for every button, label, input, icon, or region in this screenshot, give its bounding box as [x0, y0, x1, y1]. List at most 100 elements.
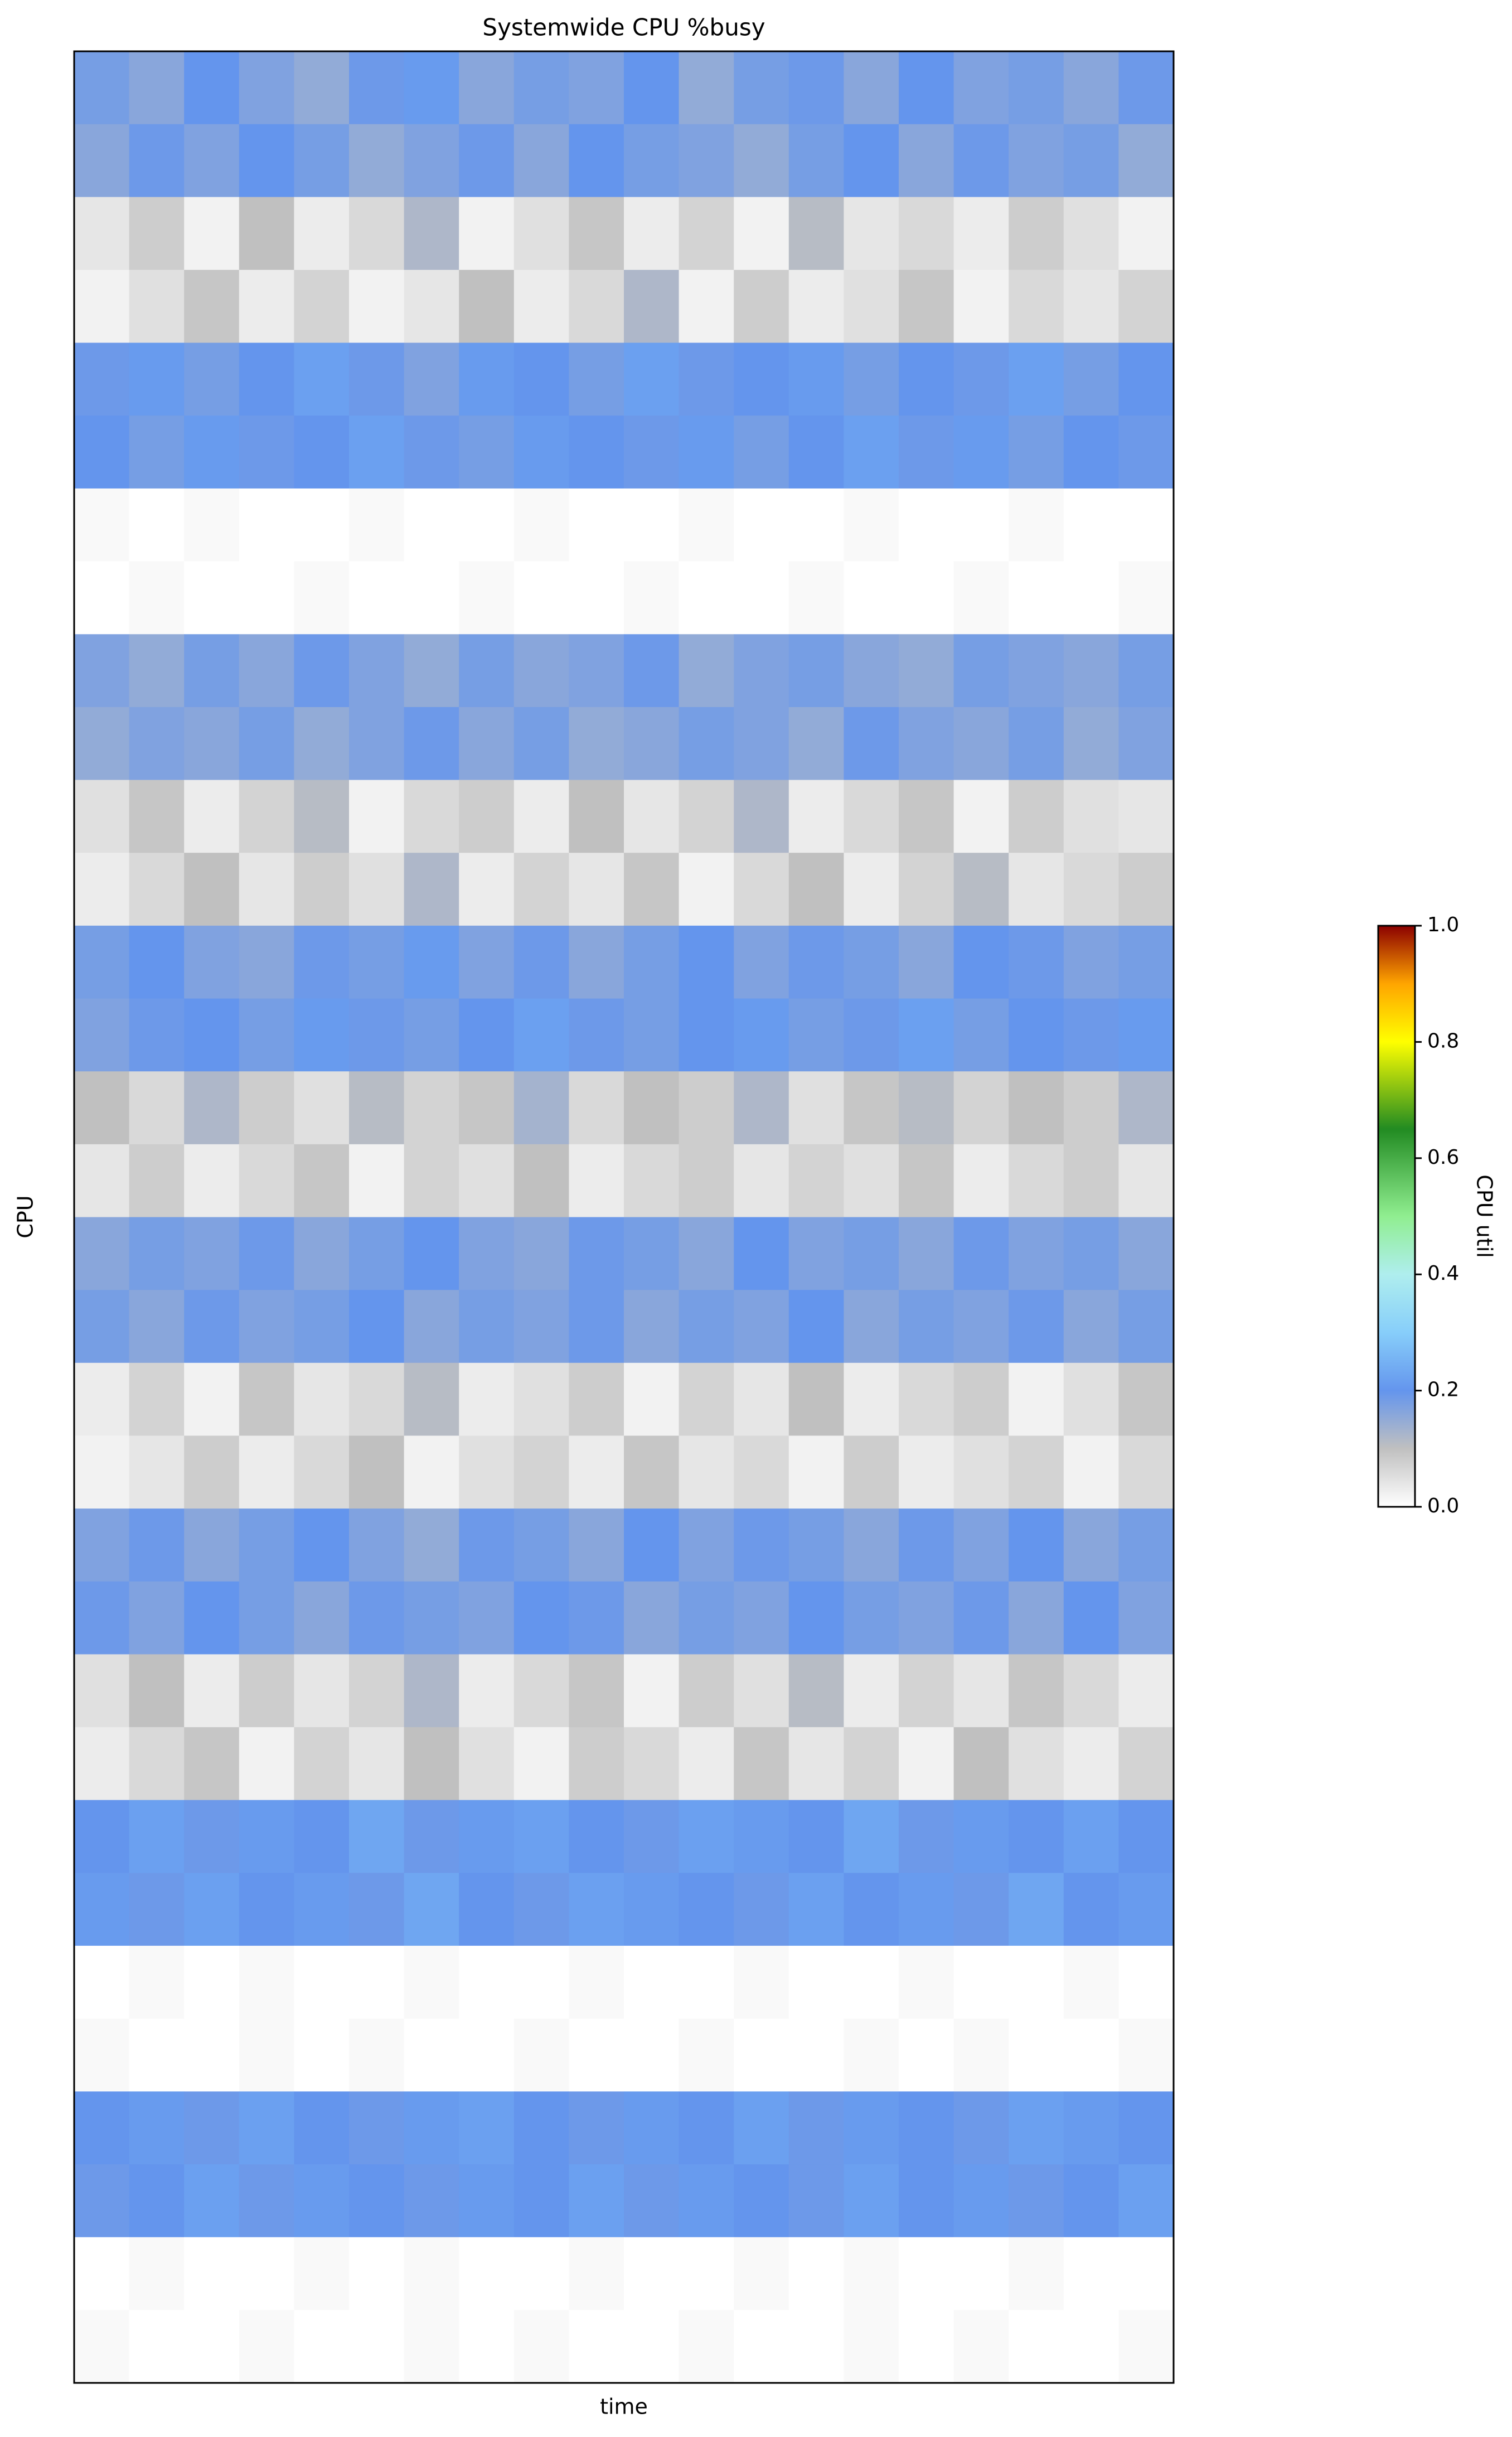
heatmap-cell [734, 925, 789, 999]
y-axis-label: CPU [13, 1195, 38, 1238]
heatmap-cell [129, 2091, 185, 2165]
heatmap-cell [569, 269, 624, 344]
heatmap-cell [459, 1362, 515, 1436]
heatmap-cell [734, 2164, 789, 2238]
heatmap-cell [1118, 1144, 1174, 1217]
heatmap-cell [734, 853, 789, 926]
heatmap-cell [569, 1946, 624, 2019]
heatmap-cell [459, 2310, 515, 2383]
heatmap-cell [459, 1217, 515, 1290]
heatmap-cell [624, 707, 680, 781]
heatmap-cell [1063, 561, 1119, 635]
heatmap-cell [899, 1435, 954, 1509]
heatmap-cell [184, 415, 240, 489]
heatmap-cell [513, 415, 569, 489]
heatmap-cell [844, 1581, 899, 1655]
heatmap-cell [953, 707, 1009, 781]
heatmap-cell [1063, 2018, 1119, 2092]
heatmap-cell [129, 707, 185, 781]
heatmap-cell [129, 780, 185, 853]
heatmap-cell [129, 998, 185, 1072]
heatmap-cell [569, 1144, 624, 1217]
heatmap-cell [1118, 2164, 1174, 2238]
heatmap-cell [349, 853, 405, 926]
heatmap-cell [679, 197, 734, 270]
heatmap-cell [459, 342, 515, 416]
heatmap-cell [788, 2310, 844, 2383]
heatmap-cell [624, 488, 680, 562]
heatmap-cell [404, 561, 459, 635]
heatmap-cell [1118, 488, 1174, 562]
heatmap-cell [788, 1435, 844, 1509]
heatmap-cell [788, 2164, 844, 2238]
heatmap-cell [459, 780, 515, 853]
heatmap-cell [953, 2237, 1009, 2310]
heatmap-cell [404, 1654, 459, 1728]
heatmap-cell [569, 488, 624, 562]
heatmap-cell [294, 634, 350, 708]
heatmap-cell [1009, 561, 1064, 635]
heatmap-cell [513, 998, 569, 1072]
heatmap-cell [459, 1654, 515, 1728]
heatmap-cell [239, 1435, 294, 1509]
heatmap-cell [1009, 998, 1064, 1072]
heatmap-cell [899, 1873, 954, 1946]
heatmap-cell [734, 1508, 789, 1582]
heatmap-cell [513, 707, 569, 781]
heatmap-cell [1009, 1873, 1064, 1946]
heatmap-cell [624, 1217, 680, 1290]
heatmap-cell [788, 1727, 844, 1801]
heatmap-cell [294, 2091, 350, 2165]
heatmap-cell [239, 1800, 294, 1873]
heatmap-cell [184, 707, 240, 781]
heatmap-cell [129, 1217, 185, 1290]
heatmap-cell [513, 269, 569, 344]
heatmap-cell [349, 269, 405, 344]
heatmap-cell [349, 634, 405, 708]
heatmap-cell [734, 1800, 789, 1873]
heatmap-cell [899, 1290, 954, 1363]
heatmap-cell [788, 853, 844, 926]
heatmap-cell [679, 1144, 734, 1217]
heatmap-cell [1118, 561, 1174, 635]
heatmap-cell [953, 561, 1009, 635]
heatmap-cell [679, 1581, 734, 1655]
heatmap-cell [624, 1800, 680, 1873]
heatmap-cell [239, 707, 294, 781]
heatmap-cell [129, 561, 185, 635]
heatmap-cell [788, 124, 844, 197]
heatmap-cell [184, 51, 240, 125]
heatmap-cell [349, 2237, 405, 2310]
heatmap-cell [74, 1727, 130, 1801]
heatmap-cell [1063, 197, 1119, 270]
colorbar-tick-label: 0.6 [1427, 1146, 1459, 1169]
heatmap-cell [788, 707, 844, 781]
heatmap-cell [404, 1362, 459, 1436]
heatmap-cell [404, 780, 459, 853]
heatmap-cell [404, 1508, 459, 1582]
heatmap-cell [459, 488, 515, 562]
heatmap-cell [1063, 853, 1119, 926]
heatmap-cell [404, 1581, 459, 1655]
heatmap-cell [1009, 1435, 1064, 1509]
heatmap-cell [404, 124, 459, 197]
heatmap-cell [624, 197, 680, 270]
heatmap-cell [1118, 1508, 1174, 1582]
heatmap-cell [239, 1217, 294, 1290]
heatmap-cell [74, 1362, 130, 1436]
heatmap-cell [1118, 2310, 1174, 2383]
heatmap-cell [404, 2164, 459, 2238]
heatmap-cell [1063, 1362, 1119, 1436]
heatmap-cell [624, 1727, 680, 1801]
heatmap-cell [899, 925, 954, 999]
heatmap-cell [404, 342, 459, 416]
heatmap-cell [239, 2018, 294, 2092]
heatmap-cell [953, 2310, 1009, 2383]
heatmap-cell [129, 925, 185, 999]
heatmap-cell [734, 1144, 789, 1217]
heatmap-cell [129, 342, 185, 416]
heatmap-cell [844, 124, 899, 197]
heatmap-cell [569, 2091, 624, 2165]
heatmap-cell [844, 1727, 899, 1801]
heatmap-cell [899, 2091, 954, 2165]
